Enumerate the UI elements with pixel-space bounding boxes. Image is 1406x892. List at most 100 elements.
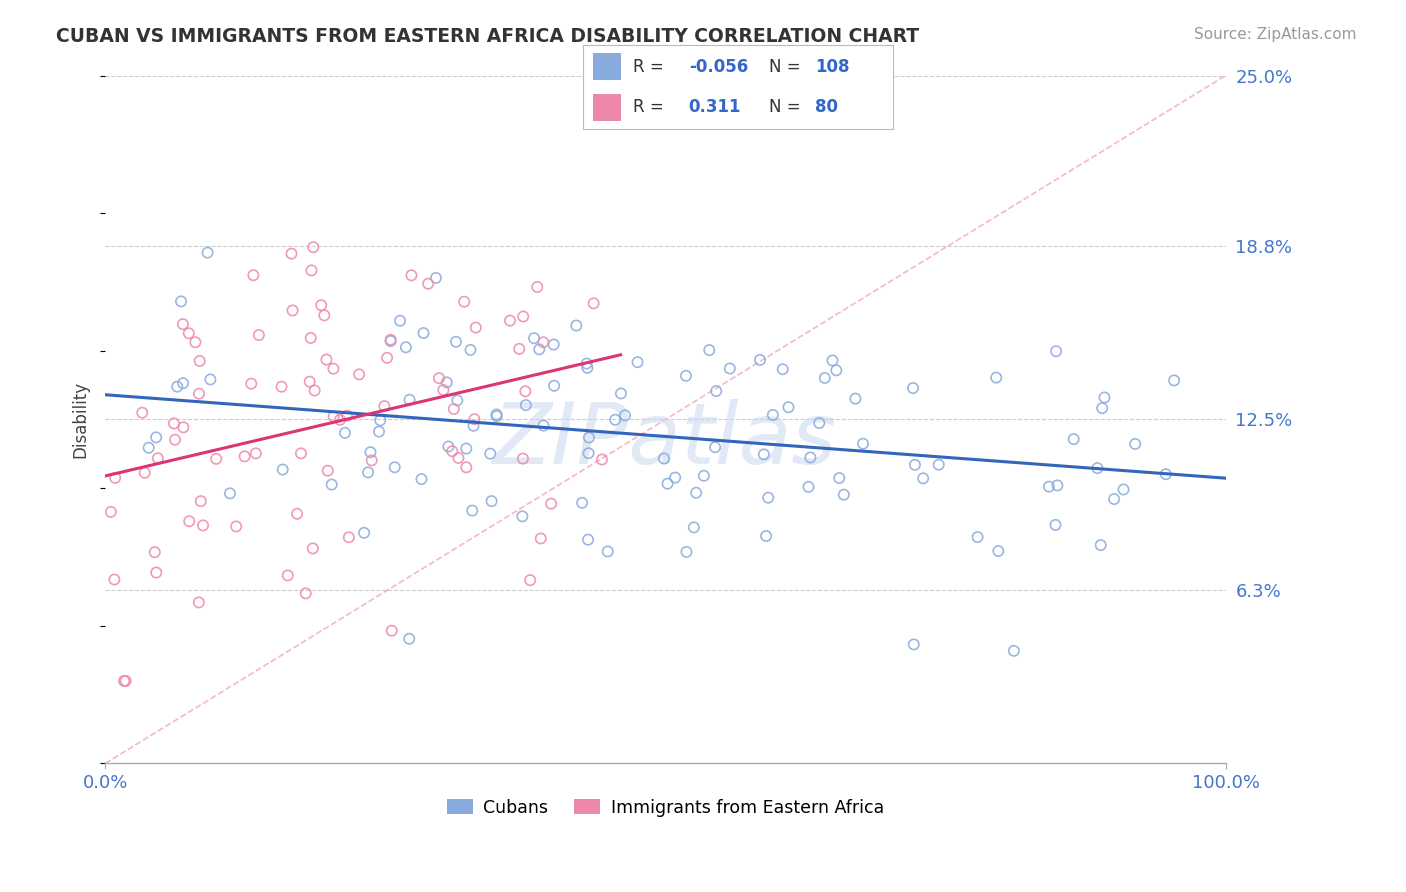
Point: [290, 446, 312, 460]
Point: [1090, 538, 1112, 552]
Point: [277, 568, 299, 582]
Point: [797, 480, 820, 494]
FancyBboxPatch shape: [593, 94, 620, 120]
Point: [381, 624, 404, 638]
Point: [447, 450, 470, 465]
Point: [146, 451, 169, 466]
Point: [571, 496, 593, 510]
Point: [519, 573, 541, 587]
Point: [912, 471, 935, 485]
Point: [432, 383, 454, 397]
Point: [903, 637, 925, 651]
Point: [515, 398, 537, 412]
Point: [904, 458, 927, 472]
Point: [441, 444, 464, 458]
Point: [693, 468, 716, 483]
Point: [825, 363, 848, 377]
Point: [384, 460, 406, 475]
Point: [172, 420, 194, 434]
Point: [828, 471, 851, 485]
Point: [188, 354, 211, 368]
Point: [614, 409, 637, 423]
Point: [360, 453, 382, 467]
Point: [456, 460, 478, 475]
Point: [485, 409, 508, 423]
Point: [704, 440, 727, 454]
Point: [285, 507, 308, 521]
Point: [533, 418, 555, 433]
Point: [1063, 432, 1085, 446]
Point: [596, 544, 619, 558]
Point: [302, 240, 325, 254]
Point: [280, 246, 302, 260]
Point: [578, 446, 600, 460]
Point: [844, 392, 866, 406]
Text: ZIPatlas: ZIPatlas: [494, 399, 838, 482]
Point: [401, 268, 423, 283]
Point: [172, 376, 194, 391]
Point: [987, 544, 1010, 558]
Point: [901, 381, 924, 395]
Point: [683, 520, 706, 534]
Point: [104, 471, 127, 485]
Text: 80: 80: [815, 98, 838, 116]
Point: [799, 450, 821, 465]
FancyBboxPatch shape: [593, 54, 620, 80]
Point: [515, 384, 537, 399]
Point: [718, 361, 741, 376]
Point: [565, 318, 588, 333]
Point: [814, 371, 837, 385]
Point: [177, 326, 200, 341]
Point: [1123, 437, 1146, 451]
Text: 0.311: 0.311: [689, 98, 741, 116]
Point: [145, 430, 167, 444]
Point: [1087, 461, 1109, 475]
Point: [425, 271, 447, 285]
Point: [657, 476, 679, 491]
Point: [357, 466, 380, 480]
Point: [749, 352, 772, 367]
Point: [453, 294, 475, 309]
Point: [576, 533, 599, 547]
Point: [184, 335, 207, 350]
Point: [271, 462, 294, 476]
Point: [138, 441, 160, 455]
Text: R =: R =: [633, 58, 664, 76]
Point: [437, 440, 460, 454]
Point: [443, 401, 465, 416]
Point: [145, 566, 167, 580]
Point: [543, 378, 565, 392]
Point: [460, 343, 482, 357]
Point: [1046, 478, 1069, 492]
Point: [233, 450, 256, 464]
Point: [131, 406, 153, 420]
Point: [464, 320, 486, 334]
Y-axis label: Disability: Disability: [72, 381, 89, 458]
Text: CUBAN VS IMMIGRANTS FROM EASTERN AFRICA DISABILITY CORRELATION CHART: CUBAN VS IMMIGRANTS FROM EASTERN AFRICA …: [56, 27, 920, 45]
Point: [986, 370, 1008, 384]
Point: [337, 530, 360, 544]
Point: [398, 632, 420, 646]
Point: [336, 409, 359, 423]
Point: [353, 525, 375, 540]
Point: [675, 368, 697, 383]
Point: [418, 277, 440, 291]
Text: Source: ZipAtlas.com: Source: ZipAtlas.com: [1194, 27, 1357, 42]
Point: [368, 425, 391, 439]
Point: [1091, 401, 1114, 416]
Point: [247, 328, 270, 343]
Point: [762, 408, 785, 422]
Point: [375, 351, 398, 365]
Point: [485, 408, 508, 422]
Point: [610, 386, 633, 401]
Point: [531, 335, 554, 350]
Text: 108: 108: [815, 58, 851, 76]
Point: [304, 384, 326, 398]
Point: [389, 314, 412, 328]
Point: [1002, 644, 1025, 658]
Point: [395, 340, 418, 354]
Point: [808, 416, 831, 430]
Point: [591, 452, 613, 467]
Point: [359, 445, 381, 459]
Point: [778, 401, 800, 415]
